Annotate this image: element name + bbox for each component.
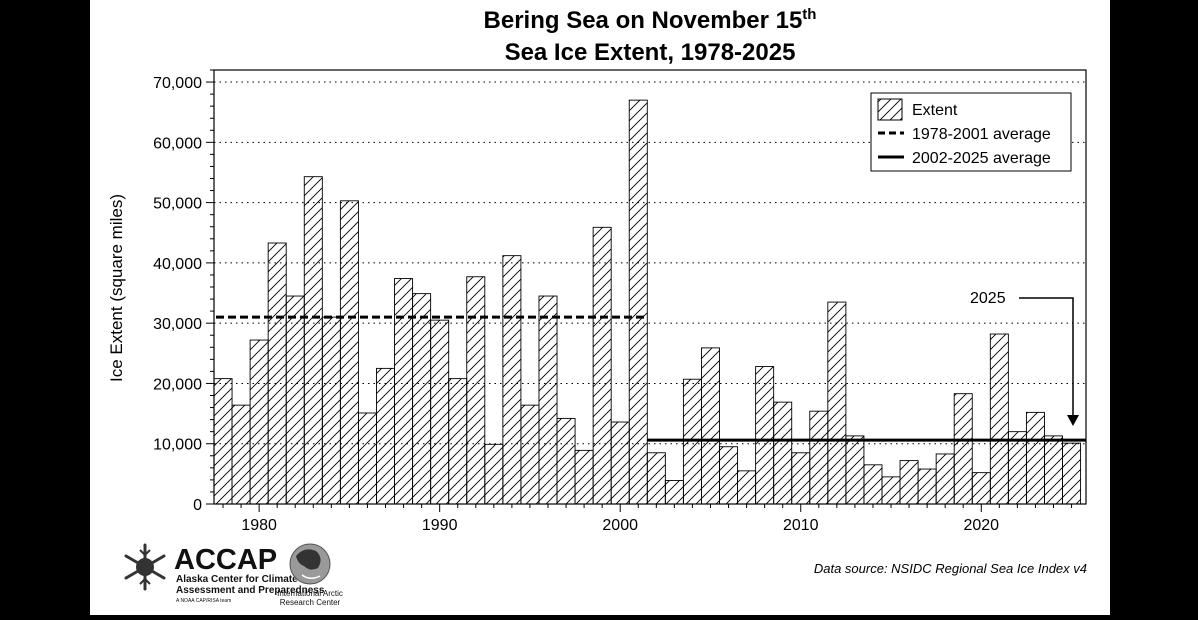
bar-1981 — [267, 242, 287, 505]
legend-label-avg-2002-2025: 2002-2025 average — [912, 150, 1051, 167]
bar-1993 — [484, 443, 504, 505]
bar-1998 — [574, 449, 594, 505]
bar-2017 — [917, 468, 937, 505]
bar-1994 — [502, 255, 522, 505]
accap-line3: A NOAA CAP/RISA team — [176, 598, 231, 604]
chart-title-line1: Bering Sea on November 15th — [484, 6, 817, 34]
bar-2013 — [845, 435, 865, 505]
y-tick-label: 20,000 — [153, 376, 202, 393]
bar-2014 — [863, 464, 883, 505]
chart-title-line2: Sea Ice Extent, 1978-2025 — [505, 39, 796, 66]
y-tick-label: 60,000 — [153, 135, 202, 152]
bar-2008 — [755, 366, 775, 505]
y-tick-label: 10,000 — [153, 437, 202, 454]
bars — [213, 99, 1082, 505]
bar-2020 — [971, 472, 991, 505]
bar-2003 — [664, 480, 684, 505]
iarc-line2: Research Center — [280, 598, 341, 607]
bar-2010 — [791, 452, 811, 505]
y-tick-label: 30,000 — [153, 316, 202, 333]
bar-2021 — [989, 333, 1009, 505]
annotation-label: 2025 — [970, 290, 1006, 307]
accap-line2: Assessment and Preparedness — [176, 585, 325, 596]
bar-2009 — [773, 401, 793, 505]
x-tick-label: 2010 — [783, 517, 819, 534]
y-tick-label: 50,000 — [153, 196, 202, 213]
bar-2016 — [899, 460, 919, 505]
bar-2002 — [646, 452, 666, 505]
accap-logo: ACCAP Alaska Center for Climate Assessme… — [124, 543, 325, 604]
bar-2006 — [719, 446, 739, 505]
bar-1996 — [538, 295, 558, 505]
iarc-line1: International Arctic — [277, 589, 343, 598]
bar-1985 — [339, 200, 359, 505]
plot-frame — [213, 69, 1087, 505]
accap-name: ACCAP — [174, 544, 277, 576]
y-ticks: 0 10,000 20,000 30,000 40,000 50,000 60,000 70,… — [153, 69, 214, 514]
bar-1982 — [285, 295, 305, 505]
bar-1987 — [376, 367, 395, 505]
bar-1988 — [394, 278, 414, 505]
bar-2005 — [701, 347, 720, 505]
y-tick-label: 70,000 — [153, 75, 202, 92]
accap-line1: Alaska Center for Climate — [176, 574, 298, 585]
annotation-arrow-line — [1019, 297, 1074, 418]
y-tick-label: 0 — [193, 497, 202, 514]
bar-1991 — [448, 378, 468, 505]
bar-1989 — [412, 293, 432, 505]
bar-2001 — [628, 99, 648, 505]
bar-1978 — [213, 378, 233, 505]
y-tick-label: 40,000 — [153, 256, 202, 273]
chart-svg: Bering Sea on November 15th Sea Ice Exte… — [107, 6, 1087, 607]
bar-2025 — [1062, 442, 1082, 505]
annotation-arrowhead — [1067, 415, 1079, 426]
annotation-2025: 2025 — [970, 290, 1079, 426]
bar-2023 — [1025, 411, 1045, 505]
bar-1979 — [231, 404, 251, 505]
legend: Extent 1978-2001 average 2002-2025 avera… — [870, 92, 1072, 172]
bar-1995 — [520, 404, 540, 505]
bar-1984 — [321, 316, 341, 505]
bar-1983 — [303, 176, 323, 505]
chart-canvas: Bering Sea on November 15th Sea Ice Exte… — [90, 0, 1110, 615]
bar-2000 — [610, 421, 630, 505]
legend-label-extent: Extent — [912, 102, 958, 119]
x-tick-label: 2020 — [963, 517, 999, 534]
bar-1980 — [249, 339, 269, 505]
legend-label-avg-1978-2001: 1978-2001 average — [912, 126, 1051, 143]
x-ticks: 1980 1990 2000 2010 2020 — [222, 504, 1073, 534]
bar-2007 — [737, 470, 757, 505]
x-tick-label: 1980 — [241, 517, 277, 534]
bar-1997 — [556, 417, 576, 505]
bar-2018 — [935, 453, 955, 505]
bar-2022 — [1007, 431, 1027, 505]
bar-1986 — [357, 412, 377, 505]
bar-2019 — [953, 393, 973, 505]
source-note: Data source: NSIDC Regional Sea Ice Inde… — [814, 561, 1087, 576]
bar-2024 — [1044, 435, 1063, 505]
x-tick-label: 1990 — [422, 517, 458, 534]
snowflake-sun-icon — [124, 543, 166, 591]
legend-box — [870, 92, 1072, 172]
bar-1992 — [466, 276, 486, 505]
y-axis-label: Ice Extent (square miles) — [107, 194, 126, 382]
iarc-logo: International Arctic Research Center — [277, 543, 343, 607]
bar-2004 — [682, 378, 702, 505]
bar-1999 — [592, 226, 612, 505]
average-lines — [216, 315, 1086, 442]
bar-2011 — [809, 410, 829, 505]
bar-2012 — [827, 301, 847, 505]
bar-2015 — [881, 476, 901, 505]
x-tick-label: 2000 — [602, 517, 638, 534]
legend-swatch-extent — [877, 98, 903, 121]
bar-1990 — [430, 319, 450, 505]
